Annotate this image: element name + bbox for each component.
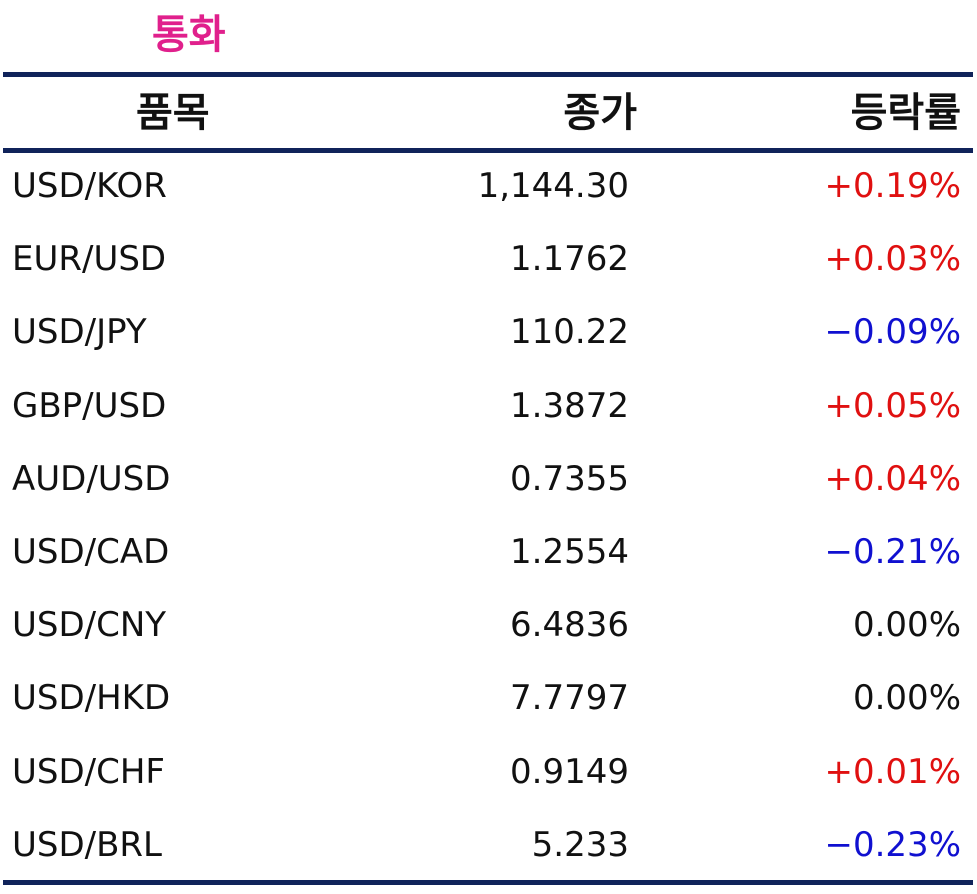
- row-change: 0.00%: [852, 605, 961, 646]
- header-item: 품목: [136, 90, 210, 136]
- row-change: +0.04%: [824, 458, 962, 499]
- table-top-rule: [3, 72, 973, 77]
- row-close: 1.3872: [510, 385, 629, 426]
- row-item: USD/JPY: [12, 312, 147, 353]
- row-item: USD/HKD: [12, 678, 171, 719]
- table-row: USD/JPY 110.22 −0.09%: [0, 296, 977, 369]
- page-title: 통화: [152, 12, 226, 58]
- row-close: 6.4836: [510, 605, 629, 646]
- row-item: USD/BRL: [12, 824, 162, 865]
- table-row: AUD/USD 0.7355 +0.04%: [0, 443, 977, 516]
- row-close: 1,144.30: [477, 166, 629, 206]
- row-change: +0.01%: [824, 751, 962, 792]
- row-change: +0.19%: [824, 166, 962, 206]
- row-item: AUD/USD: [12, 458, 171, 499]
- row-item: USD/CHF: [12, 751, 165, 792]
- table-row: USD/CHF 0.9149 +0.01%: [0, 736, 977, 809]
- table-bottom-rule: [3, 880, 973, 885]
- table-row: EUR/USD 1.1762 +0.03%: [0, 223, 977, 296]
- row-item: GBP/USD: [12, 385, 167, 426]
- header-close: 종가: [563, 90, 637, 136]
- row-change: 0.00%: [852, 678, 961, 719]
- row-item: USD/CNY: [12, 605, 167, 646]
- row-change: +0.05%: [824, 385, 962, 426]
- table-row: GBP/USD 1.3872 +0.05%: [0, 370, 977, 443]
- row-close: 1.2554: [510, 531, 629, 572]
- row-change: −0.09%: [824, 312, 962, 353]
- row-item: EUR/USD: [12, 239, 167, 280]
- row-change: −0.23%: [824, 824, 962, 865]
- row-change: −0.21%: [824, 531, 962, 572]
- row-close: 0.7355: [510, 458, 629, 499]
- table-body: USD/KOR 1,144.30 +0.19% EUR/USD 1.1762 +…: [0, 150, 977, 882]
- table-row: USD/HKD 7.7797 0.00%: [0, 662, 977, 735]
- row-close: 5.233: [531, 824, 629, 865]
- table-row: USD/CNY 6.4836 0.00%: [0, 589, 977, 662]
- row-close: 7.7797: [510, 678, 629, 719]
- row-close: 0.9149: [510, 751, 629, 792]
- header-change: 등락률: [850, 90, 961, 136]
- table-row: USD/BRL 5.233 −0.23%: [0, 809, 977, 882]
- table-header-rule: [3, 148, 973, 153]
- table-row: USD/CAD 1.2554 −0.21%: [0, 516, 977, 589]
- row-item: USD/CAD: [12, 531, 170, 572]
- row-close: 1.1762: [510, 239, 629, 280]
- row-item: USD/KOR: [12, 166, 167, 206]
- table-header: 품목 종가 등락률: [0, 80, 977, 146]
- table-row: USD/KOR 1,144.30 +0.19%: [0, 150, 977, 223]
- row-close: 110.22: [510, 312, 629, 353]
- row-change: +0.03%: [824, 239, 962, 280]
